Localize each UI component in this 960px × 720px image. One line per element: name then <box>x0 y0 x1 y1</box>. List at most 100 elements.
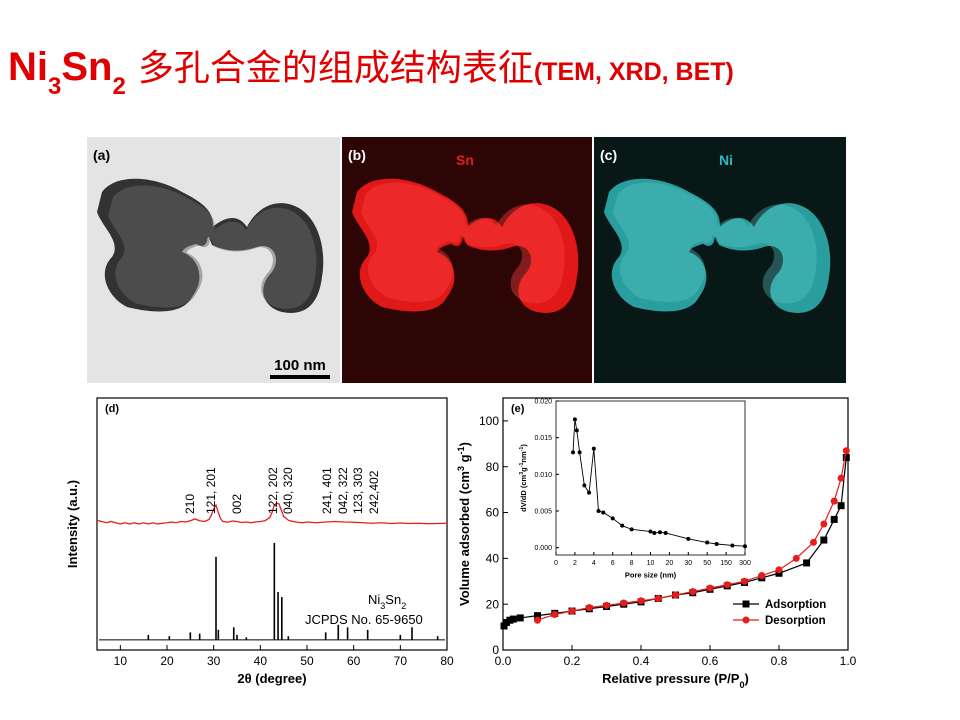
text-part: ) <box>457 442 472 446</box>
panel-label: (e) <box>511 403 525 415</box>
marker <box>723 581 731 589</box>
text-part: Ni <box>8 45 48 89</box>
marker <box>706 584 714 592</box>
x-tick-label: 70 <box>394 654 408 668</box>
text-part: g <box>519 467 528 472</box>
marker <box>648 529 653 534</box>
x-tick-label: 0.8 <box>771 654 788 668</box>
script-part: 2 <box>112 73 125 100</box>
reference-formula: Ni3Sn2 <box>368 592 406 611</box>
x-tick-label: 30 <box>684 560 692 567</box>
image-label: (b) <box>348 147 366 163</box>
slide-title: Ni3Sn2 多孔合金的组成结构表征(TEM, XRD, BET) <box>8 45 734 100</box>
legend-marker <box>742 600 750 608</box>
marker <box>803 559 811 567</box>
marker <box>629 527 634 532</box>
marker <box>663 531 668 535</box>
x-tick-label: 60 <box>347 654 361 668</box>
x-tick-label: 0.0 <box>495 654 512 668</box>
marker <box>730 543 735 548</box>
script-part: -1 <box>519 462 525 467</box>
tem-image <box>87 137 340 383</box>
x-tick-label: 0 <box>554 560 558 567</box>
x-tick-label: 0.2 <box>564 654 581 668</box>
marker <box>603 601 610 609</box>
x-tick-label: 10 <box>114 654 128 668</box>
marker <box>585 604 593 612</box>
marker <box>610 516 615 521</box>
marker <box>689 588 697 596</box>
legend-label: Desorption <box>765 615 826 627</box>
marker <box>775 566 783 574</box>
peak-label: 123, 303 <box>351 467 365 514</box>
marker <box>587 490 592 495</box>
marker <box>572 417 577 422</box>
marker <box>830 497 838 505</box>
y-axis-label: Volume adsorbed (cm3 g-1) <box>456 442 472 606</box>
chart: 10 20 30 40 50 60 70 80 2θ (degree) Intensity (a.… <box>65 397 454 686</box>
text-part: ) <box>745 671 749 686</box>
x-axis-label: Relative pressure (P/P0) <box>602 671 749 690</box>
marker <box>837 502 845 510</box>
marker <box>571 450 576 455</box>
script-part: 3 <box>519 472 525 475</box>
image-label: (a) <box>93 147 110 163</box>
marker <box>820 520 828 528</box>
marker <box>820 536 828 544</box>
y-axis-label: Intensity (a.u.) <box>65 480 80 568</box>
y-axis-label: dV/dD (cm3g-1nm-1) <box>519 444 528 512</box>
marker <box>652 531 657 535</box>
peak-label: 210 <box>183 494 197 514</box>
script-part: 3 <box>380 601 385 611</box>
y-tick-label: 20 <box>486 597 500 611</box>
reference-card: JCPDS No. 65-9650 <box>305 612 423 627</box>
y-tick-label: 80 <box>486 460 500 474</box>
marker <box>582 483 587 488</box>
peak-label: 122, 202 <box>266 467 280 514</box>
peak-label: 040, 320 <box>281 467 295 514</box>
x-tick-label: 6 <box>611 560 615 567</box>
x-tick-label: 4 <box>592 560 596 567</box>
marker <box>601 510 606 515</box>
marker <box>810 538 817 546</box>
marker <box>792 554 800 562</box>
marker <box>591 446 596 451</box>
marker <box>516 614 524 622</box>
x-tick-label: 50 <box>300 654 314 668</box>
text-part: Relative pressure (P/P <box>602 671 740 686</box>
image-label: (c) <box>600 147 617 163</box>
marker <box>741 577 748 585</box>
x-tick-label: 50 <box>703 560 711 567</box>
marker <box>534 612 541 620</box>
title-text: 多孔合金的组成结构表征 <box>138 47 534 88</box>
marker <box>620 523 625 528</box>
sn-map-image <box>342 137 592 383</box>
peak-label: 121, 201 <box>204 467 218 514</box>
y-tick-label: 0.020 <box>534 398 552 405</box>
text-part: Ni <box>368 592 380 607</box>
x-tick-label: 0.6 <box>702 654 719 668</box>
marker <box>654 594 662 602</box>
marker <box>596 509 601 513</box>
x-tick-label: 30 <box>207 654 221 668</box>
marker <box>568 607 576 615</box>
marker <box>577 450 582 455</box>
legend-label: Adsorption <box>765 599 826 611</box>
peak-label: 241, 401 <box>320 467 334 514</box>
panel-label: (d) <box>105 403 119 415</box>
x-tick-label: 0.4 <box>633 654 650 668</box>
marker <box>637 597 645 605</box>
text-part: nm <box>519 451 528 463</box>
marker <box>509 615 517 623</box>
x-tick-label: 20 <box>160 654 174 668</box>
marker <box>743 544 747 549</box>
marker <box>672 591 679 599</box>
marker <box>705 540 710 545</box>
marker <box>620 599 628 607</box>
script-part: 3 <box>48 73 61 100</box>
marker <box>574 428 579 433</box>
peak-label: 242,402 <box>367 470 381 514</box>
y-tick-label: 100 <box>479 414 499 428</box>
y-tick-label: 40 <box>486 552 500 566</box>
